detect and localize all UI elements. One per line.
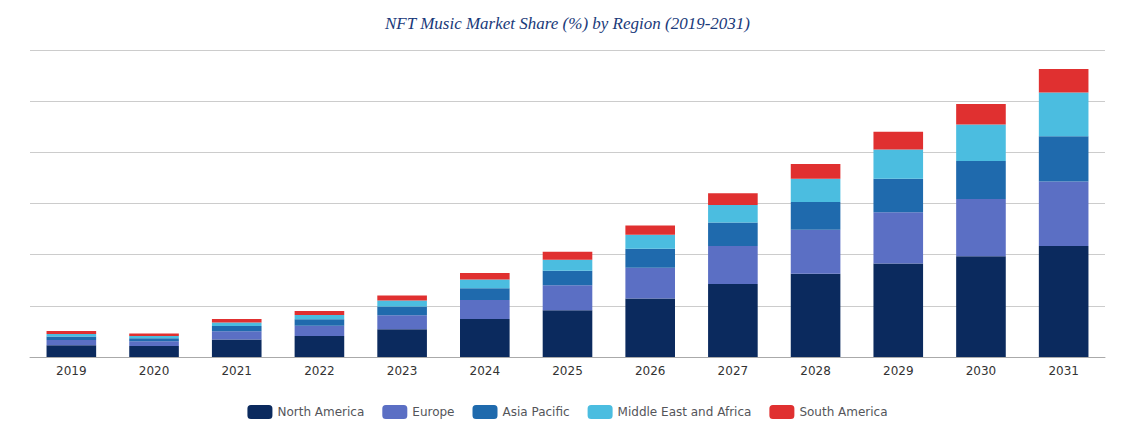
svg-text:2020: 2020 bbox=[139, 364, 170, 378]
svg-text:2026: 2026 bbox=[635, 364, 666, 378]
svg-text:South America: South America bbox=[799, 405, 887, 419]
svg-text:Asia Pacific: Asia Pacific bbox=[503, 405, 570, 419]
svg-text:Europe: Europe bbox=[412, 405, 454, 419]
svg-text:2028: 2028 bbox=[800, 364, 831, 378]
svg-text:2024: 2024 bbox=[470, 364, 501, 378]
svg-text:2029: 2029 bbox=[883, 364, 914, 378]
svg-text:2023: 2023 bbox=[387, 364, 418, 378]
svg-text:2021: 2021 bbox=[221, 364, 252, 378]
svg-text:2025: 2025 bbox=[552, 364, 583, 378]
svg-text:2031: 2031 bbox=[1048, 364, 1079, 378]
svg-text:NFT Music Market Share (%) by: NFT Music Market Share (%) by Region (20… bbox=[384, 14, 750, 33]
svg-text:2022: 2022 bbox=[304, 364, 335, 378]
svg-text:North America: North America bbox=[277, 405, 364, 419]
svg-text:2027: 2027 bbox=[718, 364, 749, 378]
svg-text:2019: 2019 bbox=[56, 364, 87, 378]
svg-text:2030: 2030 bbox=[966, 364, 997, 378]
svg-text:Middle East and Africa: Middle East and Africa bbox=[618, 405, 752, 419]
